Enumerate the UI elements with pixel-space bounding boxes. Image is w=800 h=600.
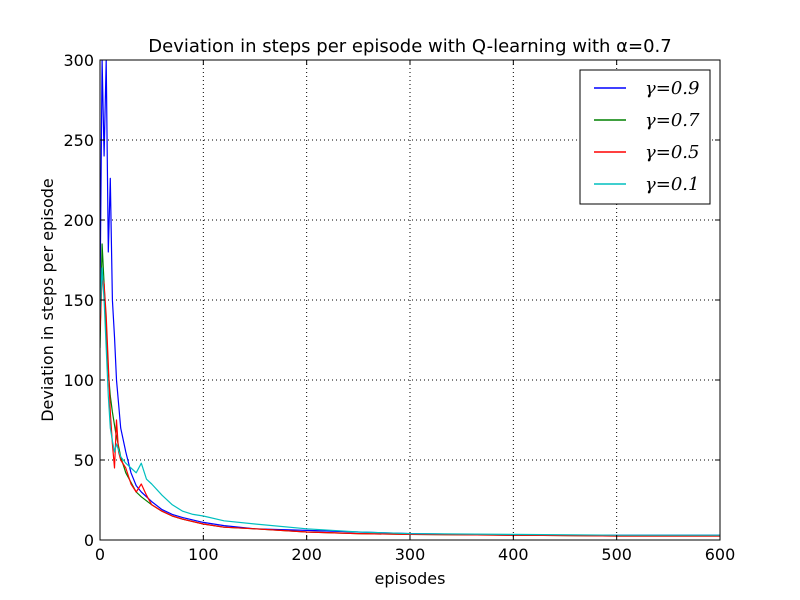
- x-tick-label: 600: [705, 545, 736, 564]
- x-tick-label: 100: [188, 545, 219, 564]
- y-tick-label: 50: [74, 451, 94, 470]
- x-axis-label: episodes: [375, 569, 446, 588]
- series-line: [100, 275, 720, 537]
- legend-label: γ=0.5: [645, 142, 699, 163]
- y-tick-label: 250: [63, 131, 94, 150]
- y-tick-label: 300: [63, 51, 94, 70]
- y-tick-label: 200: [63, 211, 94, 230]
- x-tick-label: 400: [498, 545, 529, 564]
- legend-label: γ=0.1: [645, 174, 699, 195]
- legend: γ=0.9 γ=0.7 γ=0.5 γ=0.1: [579, 69, 711, 205]
- series-line: [100, 267, 720, 536]
- y-tick-label: 100: [63, 371, 94, 390]
- y-axis-label: Deviation in steps per episode: [38, 178, 57, 422]
- y-tick-label: 150: [63, 291, 94, 310]
- series-group: [100, 60, 720, 537]
- legend-box: [579, 69, 711, 205]
- legend-label: γ=0.9: [645, 78, 699, 99]
- x-tick-label: 0: [95, 545, 105, 564]
- x-tick-label: 300: [395, 545, 426, 564]
- axis-ticks: 0 100 200 300 400 500 600 0 50 100 150 200 250 300: [63, 51, 735, 564]
- x-tick-label: 500: [601, 545, 632, 564]
- y-tick-label: 0: [84, 531, 94, 550]
- legend-label: γ=0.7: [645, 110, 700, 131]
- chart-title: Deviation in steps per episode with Q-le…: [148, 36, 671, 57]
- x-tick-label: 200: [291, 545, 322, 564]
